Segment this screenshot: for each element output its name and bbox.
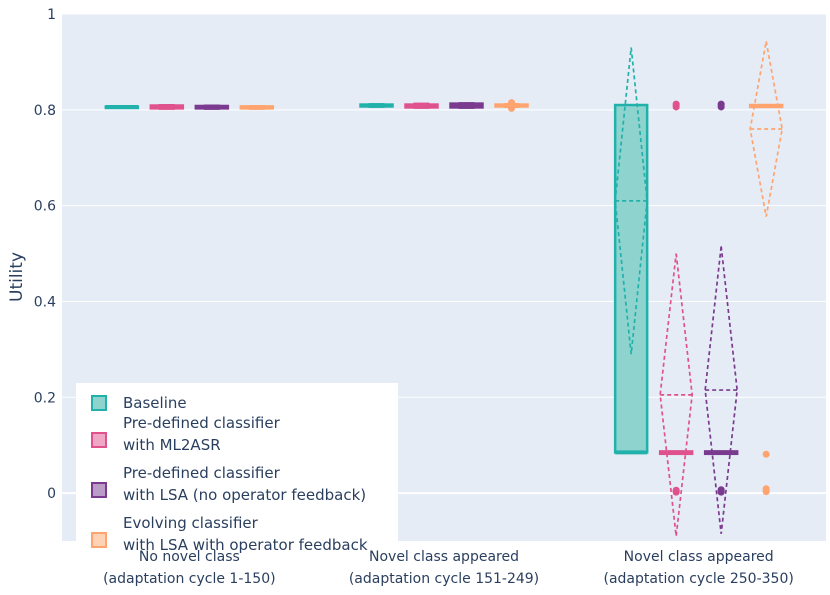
y-axis-title: Utility — [7, 252, 27, 302]
sd-diamond — [614, 47, 649, 355]
box-3-0 — [239, 104, 275, 110]
box-0-1 — [359, 103, 394, 108]
sd-diamond — [659, 253, 694, 537]
box-series-group — [104, 41, 784, 537]
x-tick-label: (adaptation cycle 250-350) — [604, 571, 794, 587]
legend-swatch — [91, 482, 107, 498]
x-tick-label: Novel class appeared — [369, 549, 519, 565]
box-1-2 — [658, 100, 694, 537]
legend-label: Pre-defined classifier — [123, 414, 281, 432]
legend-label: with LSA (no operator feedback) — [123, 486, 366, 504]
legend-item[interactable]: Pre-defined classifier with ML2ASR — [91, 414, 281, 454]
y-tick-label: 0.6 — [34, 199, 56, 215]
outlier-point — [672, 100, 680, 108]
y-tick-label: 1 — [47, 7, 56, 23]
y-tick-label: 0 — [47, 486, 56, 502]
box-1-1 — [404, 102, 439, 109]
legend-item[interactable]: Evolving classifier with LSA with operato… — [91, 514, 368, 554]
outlier-point — [762, 485, 770, 493]
x-tick-label: (adaptation cycle 151-249) — [349, 571, 539, 587]
legend-swatch — [91, 532, 107, 548]
outlier-point — [508, 104, 515, 112]
legend[interactable]: Baseline Pre-defined classifier with ML2AS… — [76, 383, 398, 554]
box-3-1 — [494, 99, 529, 112]
box-3-2 — [748, 41, 784, 496]
box-2-1 — [449, 102, 484, 109]
legend-label: Baseline — [123, 394, 187, 412]
y-tick-label: 0.2 — [34, 390, 56, 406]
sd-diamond — [704, 246, 739, 534]
sd-diamond — [749, 41, 784, 217]
outlier-point — [672, 486, 680, 494]
box-1-0 — [149, 104, 185, 110]
x-tick-label: (adaptation cycle 1-150) — [103, 571, 276, 587]
outlier-point — [762, 450, 770, 458]
legend-item[interactable]: Pre-defined classifier with LSA (no opera… — [91, 464, 366, 504]
legend-item[interactable]: Baseline — [91, 394, 187, 412]
x-tick-label: No novel class — [139, 549, 240, 565]
y-tick-label: 0.8 — [34, 103, 56, 119]
legend-label: with LSA with operator feedback — [123, 536, 368, 554]
outlier-point — [508, 99, 515, 107]
legend-label: Pre-defined classifier — [123, 464, 281, 482]
outlier-point — [717, 486, 725, 494]
x-axis-ticks: No novel class (adaptation cycle 1-150) No… — [103, 549, 794, 587]
box-body — [613, 103, 649, 454]
legend-swatch — [91, 432, 107, 448]
outlier-point — [717, 100, 725, 108]
box-2-2 — [703, 100, 739, 534]
legend-background — [76, 383, 398, 545]
legend-label: with ML2ASR — [123, 436, 221, 454]
legend-label: Evolving classifier — [123, 514, 259, 532]
legend-swatch — [91, 395, 107, 411]
box-0-0 — [104, 104, 140, 110]
y-tick-label: 0.4 — [34, 294, 56, 310]
box-2-0 — [194, 104, 230, 110]
x-tick-label: Novel class appeared — [624, 549, 774, 565]
box-0-2 — [613, 47, 649, 455]
y-axis-ticks: 0 0.2 0.4 0.6 0.8 1 — [34, 7, 56, 502]
